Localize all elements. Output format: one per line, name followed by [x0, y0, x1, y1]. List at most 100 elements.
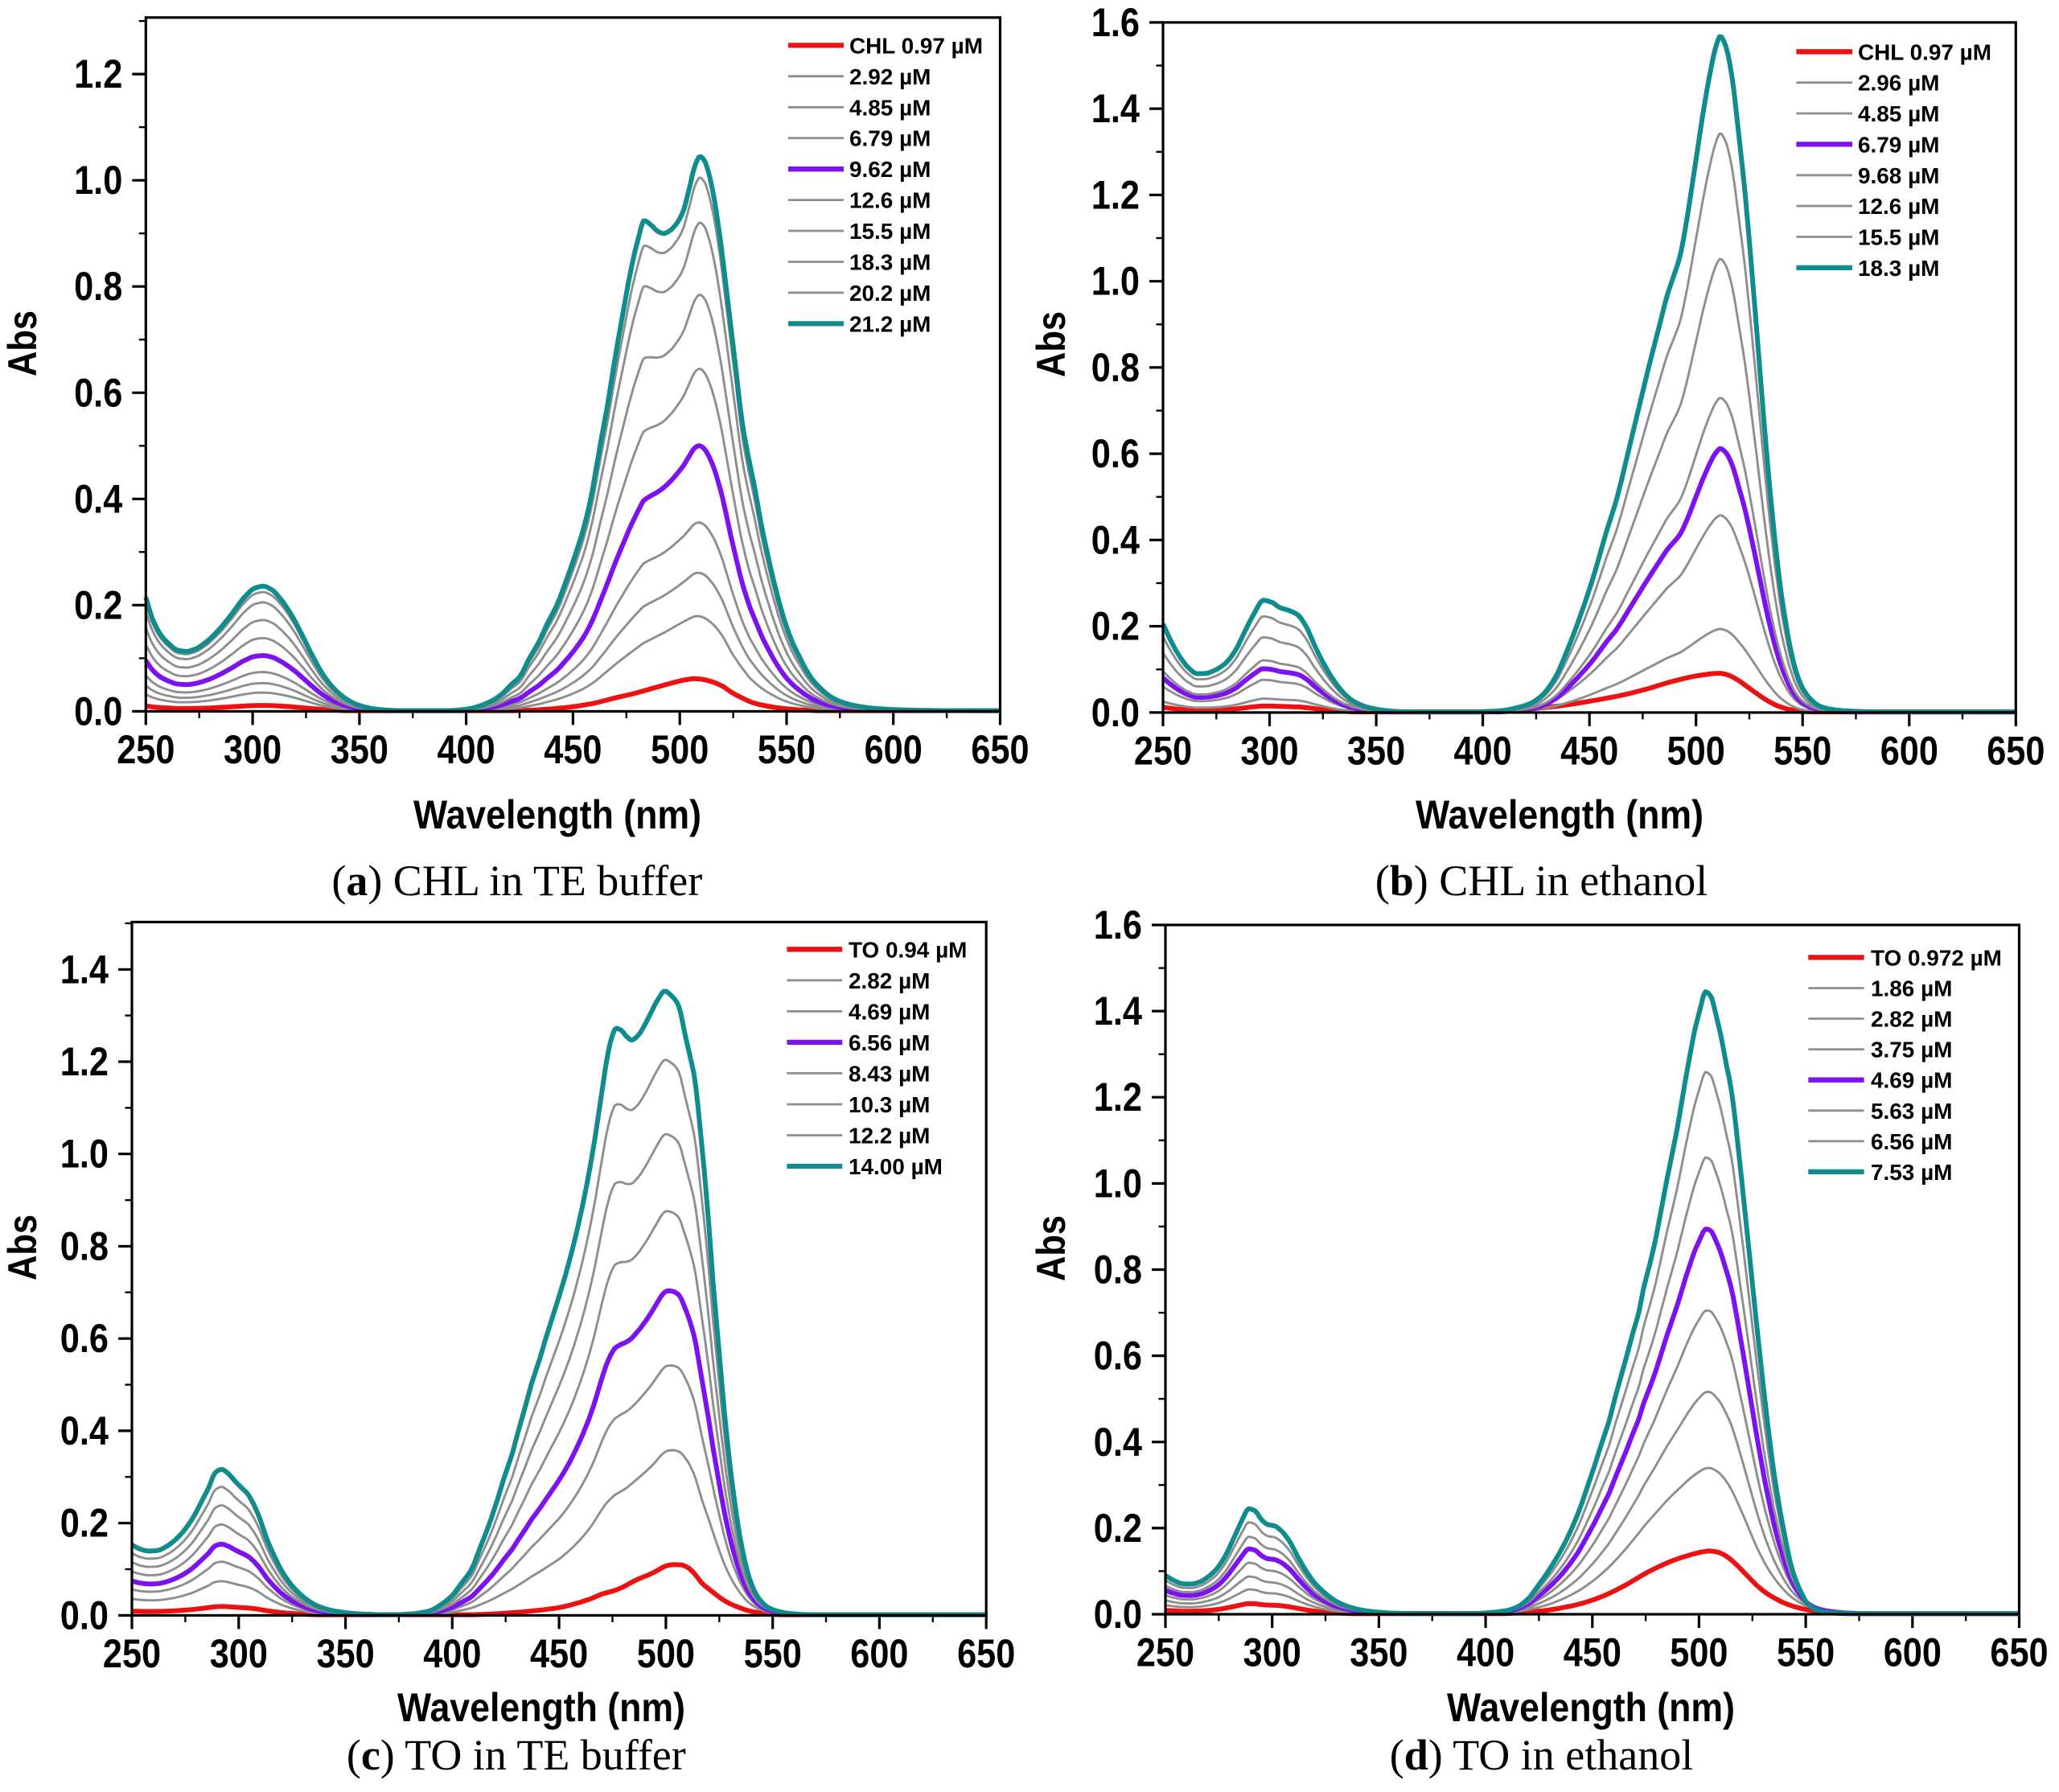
svg-text:0.8: 0.8: [60, 1224, 109, 1269]
svg-text:21.2 µM: 21.2 µM: [849, 310, 931, 336]
svg-text:Wavelength (nm): Wavelength (nm): [1447, 1685, 1735, 1730]
svg-text:1.0: 1.0: [1094, 1161, 1142, 1206]
svg-text:0.4: 0.4: [1094, 1420, 1142, 1465]
svg-text:0.4: 0.4: [60, 1408, 109, 1453]
svg-text:500: 500: [637, 1631, 695, 1676]
svg-text:TO 0.972 µM: TO 0.972 µM: [1871, 944, 2002, 970]
svg-text:4.69 µM: 4.69 µM: [1871, 1067, 1952, 1093]
svg-text:300: 300: [210, 1631, 268, 1676]
svg-text:15.5 µM: 15.5 µM: [849, 218, 931, 244]
svg-text:9.68 µM: 9.68 µM: [1858, 162, 1939, 188]
svg-text:Wavelength (nm): Wavelength (nm): [1416, 792, 1704, 837]
svg-text:450: 450: [544, 727, 602, 772]
svg-text:0.2: 0.2: [60, 1501, 109, 1546]
svg-text:1.4: 1.4: [1094, 988, 1142, 1034]
svg-text:0.2: 0.2: [1094, 1506, 1142, 1551]
svg-text:0.8: 0.8: [1094, 1247, 1142, 1293]
svg-text:1.6: 1.6: [1094, 902, 1142, 947]
svg-text:0.6: 0.6: [1091, 431, 1140, 476]
svg-text:4.85 µM: 4.85 µM: [1858, 101, 1939, 126]
svg-text:650: 650: [1987, 728, 2045, 773]
svg-text:650: 650: [957, 1631, 1015, 1676]
svg-text:1.4: 1.4: [60, 947, 109, 992]
svg-text:450: 450: [1564, 1630, 1621, 1675]
svg-text:(b) CHL in ethanol: (b) CHL in ethanol: [1375, 857, 1708, 905]
svg-text:18.3 µM: 18.3 µM: [1858, 255, 1939, 281]
svg-text:600: 600: [850, 1631, 908, 1676]
svg-text:18.3 µM: 18.3 µM: [849, 249, 931, 275]
svg-text:0.6: 0.6: [60, 1316, 109, 1361]
svg-text:(a) CHL in TE buffer: (a) CHL in TE buffer: [331, 857, 702, 905]
svg-text:500: 500: [1667, 728, 1725, 773]
svg-text:10.3 µM: 10.3 µM: [849, 1091, 930, 1117]
svg-text:650: 650: [971, 727, 1029, 772]
svg-text:450: 450: [1560, 728, 1618, 773]
svg-text:400: 400: [423, 1631, 481, 1676]
svg-text:7.53 µM: 7.53 µM: [1871, 1159, 1952, 1185]
svg-text:2.96 µM: 2.96 µM: [1858, 70, 1939, 96]
svg-text:1.0: 1.0: [60, 1132, 109, 1177]
svg-text:0.6: 0.6: [1094, 1334, 1142, 1379]
svg-text:600: 600: [1884, 1630, 1942, 1675]
svg-text:CHL 0.97 µM: CHL 0.97 µM: [849, 32, 983, 58]
svg-text:6.56 µM: 6.56 µM: [1871, 1128, 1952, 1154]
svg-text:TO 0.94 µM: TO 0.94 µM: [849, 936, 967, 962]
svg-text:0.0: 0.0: [1094, 1592, 1142, 1637]
svg-text:1.0: 1.0: [1091, 259, 1140, 304]
svg-text:4.69 µM: 4.69 µM: [849, 998, 930, 1024]
svg-text:9.62 µM: 9.62 µM: [849, 156, 931, 182]
svg-text:350: 350: [1350, 1630, 1408, 1675]
svg-text:250: 250: [117, 727, 175, 772]
svg-text:(c) TO in TE buffer: (c) TO in TE buffer: [347, 1731, 686, 1779]
svg-text:350: 350: [317, 1631, 375, 1676]
svg-text:0.8: 0.8: [1091, 345, 1140, 390]
svg-text:0.2: 0.2: [1091, 604, 1140, 649]
svg-text:400: 400: [1454, 728, 1512, 773]
svg-text:Abs: Abs: [1029, 1215, 1074, 1281]
svg-text:600: 600: [1880, 728, 1938, 773]
svg-text:1.6: 1.6: [1091, 0, 1140, 45]
svg-text:400: 400: [438, 727, 495, 772]
svg-text:1.2: 1.2: [1091, 172, 1140, 217]
svg-text:6.56 µM: 6.56 µM: [849, 1030, 930, 1055]
svg-text:0.0: 0.0: [1091, 690, 1140, 735]
svg-text:600: 600: [865, 727, 923, 772]
svg-text:1.86 µM: 1.86 µM: [1871, 976, 1952, 1001]
svg-text:20.2 µM: 20.2 µM: [849, 280, 931, 306]
svg-text:3.75 µM: 3.75 µM: [1871, 1037, 1952, 1062]
svg-text:1.0: 1.0: [74, 158, 122, 203]
svg-text:Abs: Abs: [1029, 311, 1074, 377]
svg-text:12.6 µM: 12.6 µM: [1858, 193, 1939, 219]
svg-text:350: 350: [1347, 728, 1405, 773]
svg-text:500: 500: [1670, 1630, 1728, 1675]
svg-text:12.2 µM: 12.2 µM: [849, 1123, 930, 1149]
svg-text:6.79 µM: 6.79 µM: [849, 125, 931, 151]
svg-text:6.79 µM: 6.79 µM: [1858, 131, 1939, 157]
svg-text:CHL 0.97 µM: CHL 0.97 µM: [1858, 39, 1991, 64]
svg-text:1.2: 1.2: [1094, 1075, 1142, 1120]
svg-text:2.82 µM: 2.82 µM: [1871, 1006, 1952, 1032]
svg-text:Abs: Abs: [0, 310, 45, 376]
svg-text:0.4: 0.4: [74, 476, 122, 521]
svg-text:0.2: 0.2: [74, 582, 122, 627]
svg-text:0.8: 0.8: [74, 264, 122, 309]
svg-text:14.00 µM: 14.00 µM: [849, 1153, 943, 1179]
svg-text:1.2: 1.2: [60, 1039, 109, 1084]
svg-text:12.6 µM: 12.6 µM: [849, 187, 931, 213]
svg-text:550: 550: [1777, 1630, 1835, 1675]
svg-text:350: 350: [331, 727, 388, 772]
svg-text:1.2: 1.2: [74, 51, 122, 97]
svg-text:0.0: 0.0: [60, 1593, 109, 1638]
svg-text:0.6: 0.6: [74, 370, 122, 415]
svg-text:2.92 µM: 2.92 µM: [849, 64, 931, 89]
svg-text:250: 250: [1136, 1630, 1194, 1675]
svg-text:(d) TO in ethanol: (d) TO in ethanol: [1390, 1731, 1694, 1779]
svg-text:650: 650: [1990, 1630, 2048, 1675]
svg-text:450: 450: [530, 1631, 588, 1676]
svg-text:300: 300: [1240, 728, 1298, 773]
svg-text:400: 400: [1457, 1630, 1514, 1675]
svg-text:15.5 µM: 15.5 µM: [1858, 224, 1939, 250]
svg-text:2.82 µM: 2.82 µM: [849, 968, 930, 993]
svg-text:250: 250: [103, 1631, 161, 1676]
svg-text:Abs: Abs: [0, 1215, 45, 1280]
